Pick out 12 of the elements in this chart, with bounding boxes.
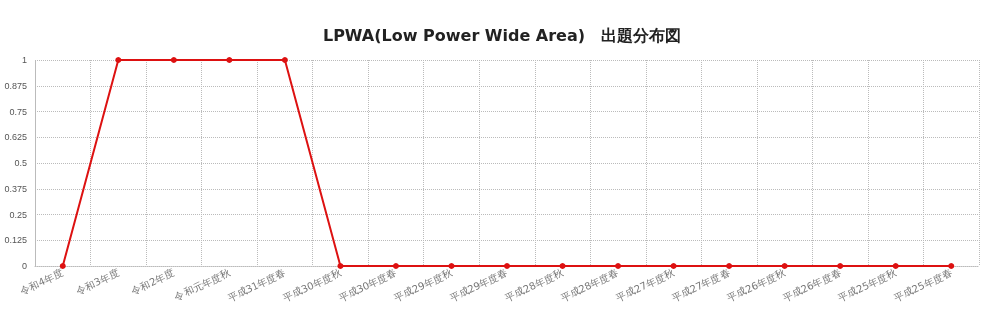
y-tick-label: 0.375 xyxy=(4,183,27,194)
y-tick-label: 0.875 xyxy=(4,80,27,91)
y-tick-label: 0.125 xyxy=(4,235,27,246)
y-tick-label: 0.625 xyxy=(4,132,27,143)
chart-title: LPWA(Low Power Wide Area) 出題分布図 xyxy=(322,25,682,45)
y-tick-label: 0.75 xyxy=(9,106,27,117)
y-tick-label: 0.5 xyxy=(14,158,27,168)
y-tick-label: 1 xyxy=(21,55,27,65)
x-tick-label: 令和2年度 xyxy=(129,267,177,297)
x-tick-label: 令和3年度 xyxy=(73,267,121,297)
y-tick-label: 0 xyxy=(21,261,27,271)
y-tick-label: 0.25 xyxy=(9,209,27,220)
